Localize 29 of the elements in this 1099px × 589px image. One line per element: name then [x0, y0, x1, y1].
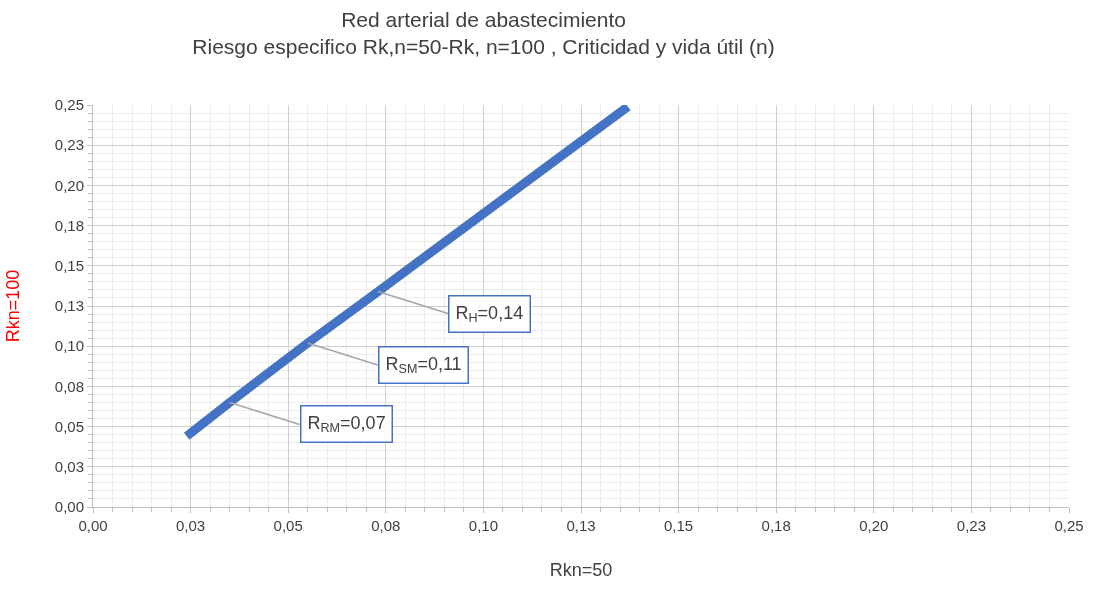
annotation: R$_{H}$=0,14 — [455, 302, 524, 326]
x-tick-label: 0,10 — [468, 517, 498, 534]
y-tick-label: 0,23 — [54, 136, 84, 154]
y-tick-label: 0,25 — [54, 96, 84, 114]
y-tick-label: 0,05 — [54, 417, 84, 435]
x-tick-label: 0,08 — [371, 517, 401, 534]
annotation: R$_{RM}$=0,07 — [307, 412, 386, 436]
y-tick-label: 0,13 — [54, 297, 84, 315]
y-tick-label: 0,18 — [54, 216, 84, 234]
chart-title: Red arterial de abastecimiento — [341, 7, 626, 31]
x-tick-label: 0,18 — [761, 517, 791, 534]
chart-subtitle: Riesgo especifico Rk,n=50-Rk, n=100 , Criticidad y vida útil (n) — [192, 34, 775, 58]
y-tick-label: 0,20 — [54, 176, 84, 194]
x-tick-label: 0,03 — [176, 517, 206, 534]
x-tick-label: 0,05 — [273, 517, 303, 534]
y-tick-label: 0,03 — [54, 458, 84, 476]
x-axis-title: Rkn=50 — [549, 560, 613, 581]
y-tick-label: 0,00 — [54, 498, 84, 516]
x-tick-label: 0,23 — [956, 517, 986, 534]
x-tick-label: 0,13 — [566, 517, 596, 534]
x-tick-label: 0,00 — [78, 517, 108, 534]
x-tick-label: 0,20 — [859, 517, 889, 534]
x-tick-label: 0,15 — [664, 517, 694, 534]
y-tick-label: 0,10 — [54, 337, 84, 355]
y-tick-label: 0,15 — [54, 257, 84, 275]
x-tick-label: 0,25 — [1054, 517, 1084, 534]
y-tick-label: 0,08 — [54, 377, 84, 395]
y-axis-title: Rkn=100 — [3, 269, 23, 343]
annotation: R$_{SM}$=0,11 — [385, 353, 462, 377]
